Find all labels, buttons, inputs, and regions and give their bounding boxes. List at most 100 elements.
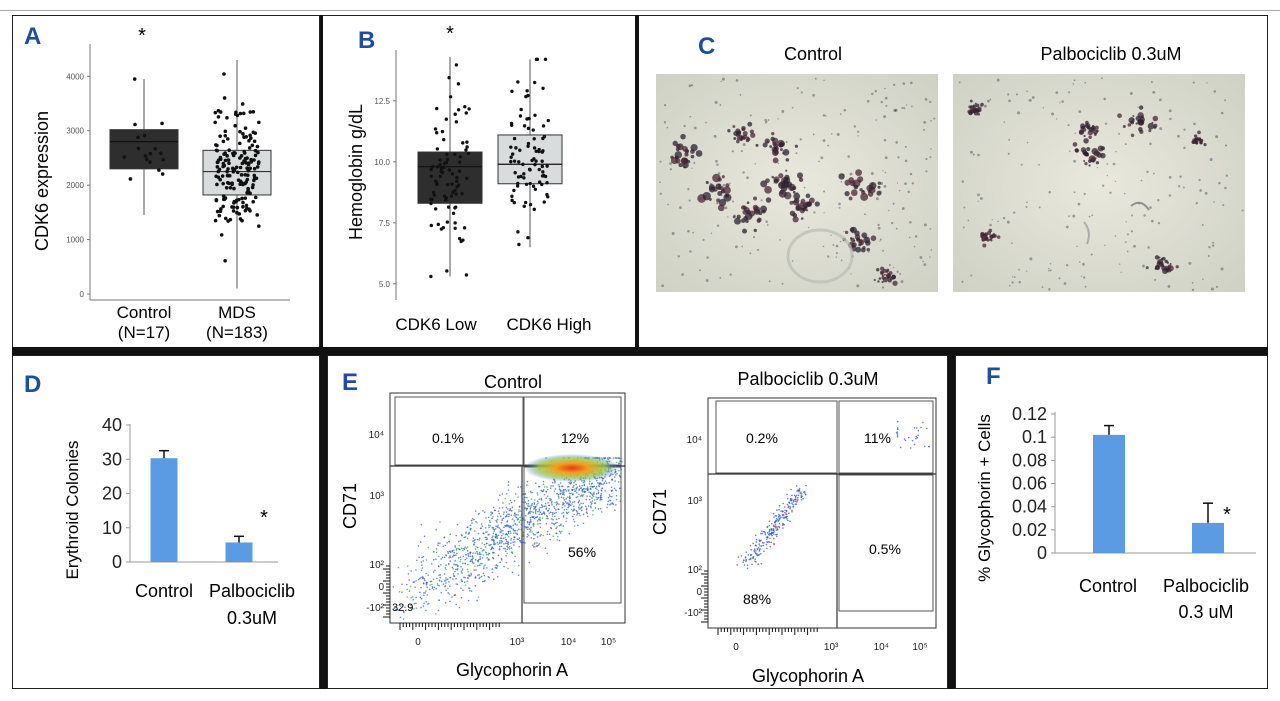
speck: [1152, 90, 1156, 94]
event-dot: [550, 518, 553, 520]
colony-cell: [968, 110, 973, 116]
event-dot: [460, 596, 463, 599]
event-dot: [546, 510, 549, 512]
speck: [1154, 278, 1157, 281]
event-dot: [549, 499, 551, 502]
speck: [1026, 90, 1028, 93]
event-dot: [429, 584, 431, 586]
speck: [689, 250, 692, 253]
colony-cell: [870, 235, 877, 242]
data-point: [528, 202, 533, 207]
event-dot: [582, 513, 585, 516]
event-dot: [452, 578, 454, 580]
data-point: [214, 198, 219, 203]
data-point: [510, 152, 515, 156]
event-dot: [454, 546, 457, 548]
event-dot: [501, 519, 504, 522]
data-point: [215, 148, 220, 153]
data-point: [142, 133, 147, 138]
data-point: [440, 170, 445, 175]
event-dot: [415, 569, 417, 571]
event-dot: [419, 596, 422, 599]
speck: [874, 90, 878, 93]
event-dot: [543, 505, 545, 508]
event-dot: [460, 566, 462, 568]
palbo-q-ur: 11%: [864, 430, 891, 446]
event-dot: [472, 552, 474, 554]
event-dot: [447, 587, 449, 590]
event-dot: [448, 540, 450, 543]
event-dot: [521, 487, 523, 489]
event-dot: [539, 526, 542, 529]
event-dot: [620, 457, 623, 459]
event-dot: [543, 493, 546, 496]
event-dot: [466, 580, 468, 583]
event-dot: [525, 526, 528, 529]
event-dot: [509, 507, 512, 510]
event-dot: [433, 586, 436, 589]
event-dot: [615, 457, 617, 459]
event-dot: [420, 561, 423, 563]
event-dot: [458, 548, 461, 551]
data-point: [433, 207, 438, 211]
event-dot: [736, 564, 739, 566]
event-dot: [590, 503, 592, 506]
event-dot: [506, 545, 508, 547]
event-dot: [483, 549, 485, 551]
speck: [823, 212, 825, 214]
event-dot: [409, 606, 412, 609]
speck: [1142, 264, 1145, 268]
event-dot: [580, 509, 583, 512]
event-dot: [766, 547, 768, 550]
event-dot: [425, 559, 428, 561]
speck: [1147, 246, 1150, 249]
event-dot: [754, 548, 756, 550]
event-dot: [421, 576, 424, 578]
event-dot: [392, 586, 395, 588]
event-dot: [422, 605, 425, 607]
event-dot: [514, 515, 517, 517]
top-rule: [0, 10, 1280, 11]
event-dot: [573, 508, 575, 510]
data-point: [532, 157, 536, 161]
event-dot: [485, 553, 488, 556]
event-dot: [522, 538, 525, 540]
event-dot: [513, 560, 516, 563]
speck: [663, 121, 667, 124]
event-dot: [584, 505, 587, 508]
event-dot: [766, 525, 769, 528]
event-dot: [437, 544, 439, 546]
event-dot: [466, 526, 469, 528]
event-dot: [507, 513, 509, 516]
event-dot: [609, 499, 612, 502]
colony-cell: [975, 103, 980, 108]
colony-cell: [871, 183, 874, 186]
data-point: [239, 173, 244, 177]
event-dot: [601, 487, 604, 489]
event-dot: [489, 548, 492, 551]
data-point: [221, 204, 225, 209]
data-point: [510, 89, 514, 94]
event-dot: [569, 482, 572, 485]
data-point: [256, 161, 261, 166]
event-dot: [578, 508, 580, 510]
panel-b-ytick-label: 10.0: [374, 158, 390, 167]
event-dot: [481, 580, 484, 583]
event-dot: [484, 564, 486, 567]
speck: [1072, 214, 1076, 218]
event-dot: [428, 588, 431, 591]
speck: [818, 160, 820, 163]
event-dot: [511, 571, 514, 574]
data-point: [251, 130, 256, 135]
speck: [1080, 275, 1083, 277]
data-point: [464, 111, 468, 115]
speck: [688, 199, 691, 202]
speck: [666, 126, 669, 129]
event-dot: [513, 512, 516, 515]
speck: [812, 93, 815, 97]
event-dot: [487, 558, 490, 560]
event-dot: [414, 586, 416, 589]
event-dot: [491, 536, 493, 539]
data-point: [516, 181, 520, 186]
event-dot: [775, 533, 777, 536]
